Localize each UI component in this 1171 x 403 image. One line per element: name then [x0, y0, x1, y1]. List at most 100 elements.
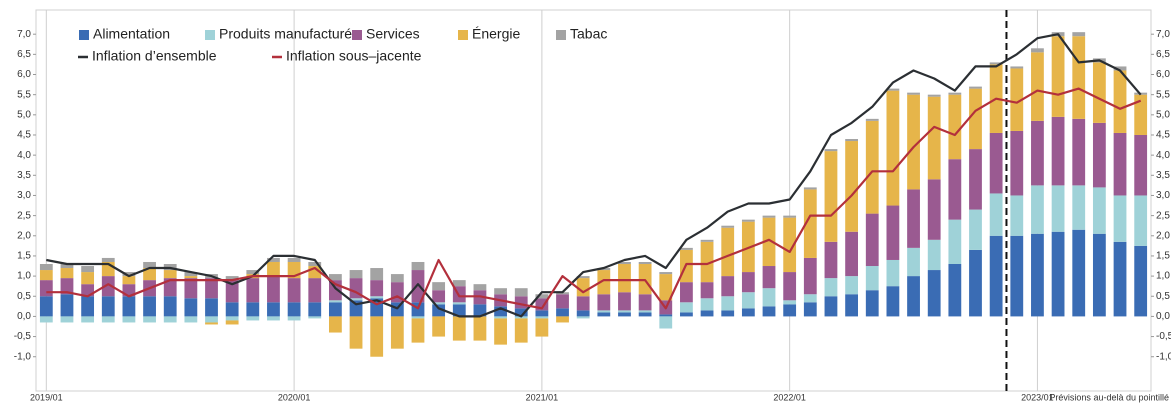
bar-segment — [184, 316, 198, 323]
bar-segment — [721, 227, 735, 277]
bar-segment — [452, 302, 466, 305]
bar-segment — [514, 288, 528, 297]
line-series — [46, 87, 1142, 310]
bar-segment — [81, 316, 95, 323]
legend-swatch — [556, 30, 566, 40]
bar-segment — [1113, 70, 1127, 133]
bar-segment — [411, 270, 425, 303]
bar-segment — [473, 284, 487, 291]
bar-segment — [762, 288, 776, 307]
y-tick-label: 1,0 — [17, 271, 31, 282]
bar-segment — [886, 88, 900, 91]
bar-segment — [680, 312, 693, 317]
bar-segment — [308, 302, 322, 317]
bar-segment — [597, 310, 611, 313]
bar-segment — [824, 151, 838, 242]
bar-segment — [535, 318, 549, 337]
y-tick-label: 2,0 — [17, 230, 31, 241]
bar-segment — [60, 294, 74, 317]
bar-segment — [886, 90, 900, 206]
bar-segment — [618, 261, 631, 264]
bar-segment — [948, 159, 962, 220]
bar-segment — [1134, 195, 1148, 246]
bar-segment — [514, 296, 528, 309]
y-tick-label: 1,0 — [1156, 271, 1170, 282]
legend-label: Tabac — [570, 26, 607, 42]
y-tick-label: 0,0 — [17, 311, 31, 322]
bar-segment — [618, 292, 631, 311]
bar-segment — [597, 270, 611, 295]
bar-segment — [1031, 52, 1044, 121]
bar-segment — [741, 292, 755, 309]
bar-segment — [989, 193, 1003, 236]
bar-segment — [184, 272, 198, 277]
bar-segment — [638, 310, 652, 313]
bar-segment — [783, 215, 797, 218]
bar-segment — [535, 294, 549, 299]
bar-segment — [969, 249, 982, 317]
bar-segment — [1051, 185, 1065, 232]
bar-segment — [287, 316, 301, 321]
bar-segment — [81, 296, 95, 317]
bar-segment — [741, 272, 755, 293]
bar-segment — [143, 296, 156, 317]
bar-segment — [411, 261, 425, 271]
bar-segment — [494, 318, 507, 345]
bar-segment — [741, 219, 755, 222]
bar-segment — [535, 310, 549, 317]
bar-segment — [1113, 132, 1127, 196]
bar-segment — [267, 302, 280, 317]
bar-segment — [246, 302, 260, 317]
y-tick-label: 5,5 — [1156, 89, 1170, 100]
bar-segment — [39, 270, 53, 281]
y-tick-label: -1,0 — [14, 351, 32, 362]
bar-segment — [39, 280, 53, 297]
bar-segment — [638, 294, 652, 311]
bar-segment — [535, 316, 549, 319]
bar-segment — [473, 304, 487, 317]
bar-segment — [659, 274, 673, 301]
bar-segment — [927, 239, 941, 271]
bar-segment — [494, 306, 507, 317]
bar-segment — [349, 298, 363, 301]
bar-segment — [205, 278, 218, 299]
bar-segment — [556, 316, 569, 323]
y-tick-label: 4,5 — [17, 130, 31, 141]
bar-segment — [1134, 94, 1148, 135]
x-tick-label: 2021/01 — [526, 392, 559, 402]
bar-segment — [514, 318, 528, 343]
bar-segment — [60, 278, 74, 295]
bar-segment — [287, 257, 301, 262]
bar-segment — [969, 88, 982, 150]
bar-segment — [122, 272, 136, 277]
legend-label: Énergie — [472, 26, 520, 42]
bar-segment — [1113, 66, 1127, 71]
bar-segment — [824, 278, 838, 297]
bar-segment — [907, 94, 920, 190]
bar-segment — [473, 316, 487, 341]
y-tick-label: 6,0 — [17, 69, 31, 80]
bar-segment — [1092, 233, 1106, 317]
bar-segment — [556, 308, 569, 317]
bar-segment — [246, 270, 260, 275]
bar-segment — [803, 294, 817, 303]
bar-segment — [411, 318, 425, 343]
bar-segment — [1072, 32, 1086, 37]
bar-segment — [101, 296, 115, 317]
line-series — [46, 33, 1142, 318]
bar-segment — [762, 306, 776, 317]
y-tick-label: 3,0 — [17, 190, 31, 201]
bar-segment — [907, 276, 920, 317]
legend-label: Inflation d’ensemble — [92, 48, 217, 64]
bar-segment — [432, 304, 446, 317]
bar-segment — [907, 92, 920, 95]
bar-segment — [597, 294, 611, 311]
y-tick-label: 3,0 — [1156, 190, 1170, 201]
bar-segment — [143, 261, 156, 269]
bar-segment — [969, 209, 982, 250]
bar-segment — [927, 96, 941, 180]
bar-segment — [205, 316, 218, 323]
x-tick-label: 2022/01 — [773, 392, 806, 402]
x-tick-label: 2019/01 — [30, 392, 63, 402]
y-tick-label: 7,0 — [1156, 29, 1170, 40]
